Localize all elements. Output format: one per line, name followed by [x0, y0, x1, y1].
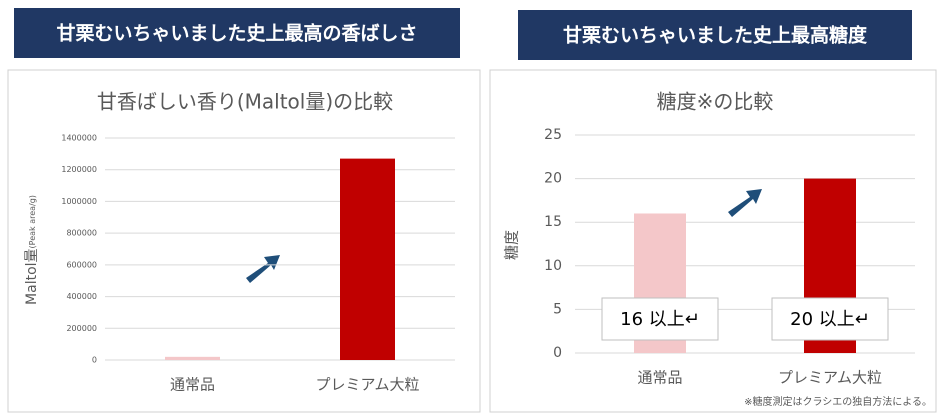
chart-title: 甘香ばしい香り(Maltol量)の比較 [97, 90, 393, 114]
value-label: 16 以上↵ [620, 309, 700, 330]
y-tick-label: 800000 [66, 229, 97, 238]
banner-text: 甘栗むいちゃいました史上最高の香ばしさ [56, 22, 417, 45]
x-tick-label: プレミアム大粒 [316, 376, 420, 394]
arrow [246, 255, 280, 283]
x-tick-label: 通常品 [170, 376, 215, 394]
panel-frame [7, 69, 481, 413]
chart-title: 糖度※の比較 [657, 90, 774, 114]
y-tick-label: 1400000 [61, 134, 97, 143]
bar [340, 158, 395, 360]
y-tick-label: 1200000 [61, 165, 97, 174]
y-axis-label: Maltol量 [24, 248, 40, 305]
y-tick-label: 600000 [66, 260, 97, 269]
label-box [601, 297, 719, 341]
banner [14, 8, 460, 58]
y-axis-label: Maltol量(Peak area/g) [24, 195, 40, 305]
label-box [771, 297, 889, 341]
value-label: 20 以上↵ [790, 309, 870, 330]
y-tick-label: 200000 [66, 324, 97, 333]
y-tick-label: 15 [544, 214, 562, 230]
y-axis-unit: (Peak area/g) [28, 195, 37, 248]
panel-frame [489, 69, 937, 413]
arrow [728, 189, 762, 217]
y-tick-label: 20 [544, 171, 562, 187]
y-tick-label: 0 [92, 356, 97, 365]
x-tick-label: プレミアム大粒 [778, 369, 882, 387]
bar [165, 356, 220, 360]
y-tick-label: 25 [544, 127, 562, 143]
y-tick-label: 5 [553, 301, 562, 317]
footnote: ※糖度測定はクラシエの独自方法による。 [744, 395, 932, 408]
banner [518, 10, 912, 60]
y-tick-label: 1000000 [61, 197, 97, 206]
y-axis-label: 糖度 [503, 230, 521, 260]
y-tick-label: 0 [553, 345, 562, 361]
banner-text: 甘栗むいちゃいました史上最高糖度 [563, 24, 868, 47]
y-tick-label: 400000 [66, 292, 97, 301]
x-tick-label: 通常品 [637, 369, 682, 387]
y-tick-label: 10 [544, 258, 562, 274]
